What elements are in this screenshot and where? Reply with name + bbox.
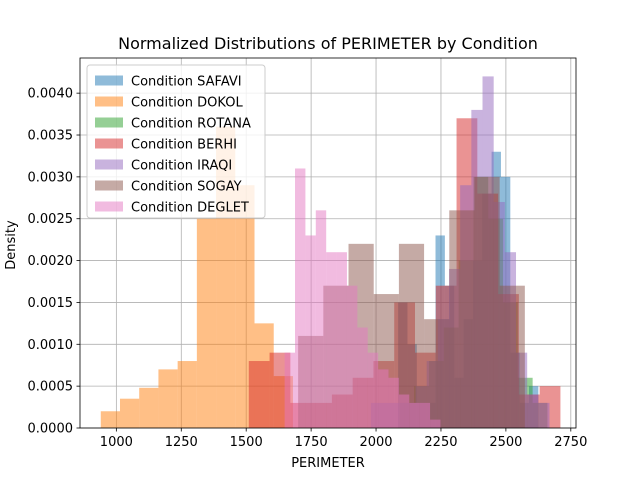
x-axis-label: PERIMETER [291, 456, 365, 471]
legend-label: Condition BERHI [131, 138, 237, 153]
histogram-bar [367, 352, 379, 428]
legend-label: Condition SAFAVI [131, 75, 242, 90]
legend-swatch [95, 180, 123, 191]
y-tick-label: 0.0040 [28, 87, 74, 102]
histogram-bar [119, 398, 140, 428]
x-tick-label: 2500 [489, 435, 522, 450]
histogram-bar [336, 252, 347, 428]
series-6 [284, 168, 441, 428]
histogram-bar [449, 210, 475, 428]
plot-frame [79, 57, 577, 429]
x-tick-label: 2750 [554, 435, 587, 450]
histogram-bar [409, 402, 420, 428]
y-axis-label: Density [4, 220, 19, 270]
histogram-bar [474, 176, 500, 428]
histogram-bar [158, 369, 178, 428]
legend-swatch [95, 117, 123, 128]
histogram-bar [315, 210, 327, 428]
legend-label: Condition DEGLET [131, 201, 249, 216]
legend-swatch [95, 96, 123, 107]
histogram-bar [139, 387, 159, 428]
histogram-bar [196, 218, 217, 428]
histogram-bar [357, 327, 368, 428]
bars-layer [100, 76, 561, 429]
histogram-bar [100, 411, 120, 428]
y-tick-label: 0.0020 [28, 254, 74, 269]
x-tick-label: 1500 [230, 435, 263, 450]
x-tick-label: 2250 [424, 435, 457, 450]
legend: Condition SAFAVI Condition DOKOL Condition… [86, 64, 266, 219]
legend-label: Condition SOGAY [131, 180, 242, 195]
histogram-bar [346, 285, 358, 428]
legend-label: Condition ROTANA [131, 117, 251, 132]
histogram-bar [419, 402, 431, 428]
x-tick-label: 1750 [295, 435, 328, 450]
legend-swatch [95, 159, 123, 170]
histogram-bar [177, 361, 197, 428]
histogram-bar [378, 369, 389, 428]
histogram-bar [398, 394, 410, 428]
legend-swatch [95, 138, 123, 149]
legend-label: Condition IRAQI [131, 159, 232, 174]
legend-swatch [95, 75, 123, 86]
histogram-bar [295, 168, 306, 428]
histogram-bar [527, 394, 539, 428]
histogram-bar [499, 285, 525, 428]
histogram-bar [430, 419, 441, 428]
y-tick-label: 0.0010 [28, 338, 74, 353]
histogram-bar [538, 402, 550, 428]
y-tick-label: 0.0025 [28, 212, 74, 227]
y-tick-label: 0.0000 [28, 422, 74, 437]
legend-swatch [95, 201, 123, 212]
y-tick-label: 0.0030 [28, 170, 74, 185]
histogram-bar [305, 235, 316, 428]
y-tick-label: 0.0015 [28, 296, 74, 311]
legend-box [86, 64, 266, 219]
histogram-bar [326, 252, 337, 428]
x-tick-label: 2000 [359, 435, 392, 450]
legend-label: Condition DOKOL [131, 96, 243, 111]
histogram-bar [388, 377, 399, 428]
histogram-bar [284, 352, 296, 428]
axes-layer: 1000 1250 1500 1750 2000 2250 2500 2750 0.0000 0.… [28, 57, 587, 450]
x-tick-label: 1000 [100, 435, 133, 450]
chart-title: Normalized Distributions of PERIMETER by… [118, 34, 538, 53]
y-tick-label: 0.0005 [28, 380, 74, 395]
x-tick-label: 1250 [165, 435, 198, 450]
histogram-bar [248, 361, 270, 428]
y-tick-label: 0.0035 [28, 129, 74, 144]
